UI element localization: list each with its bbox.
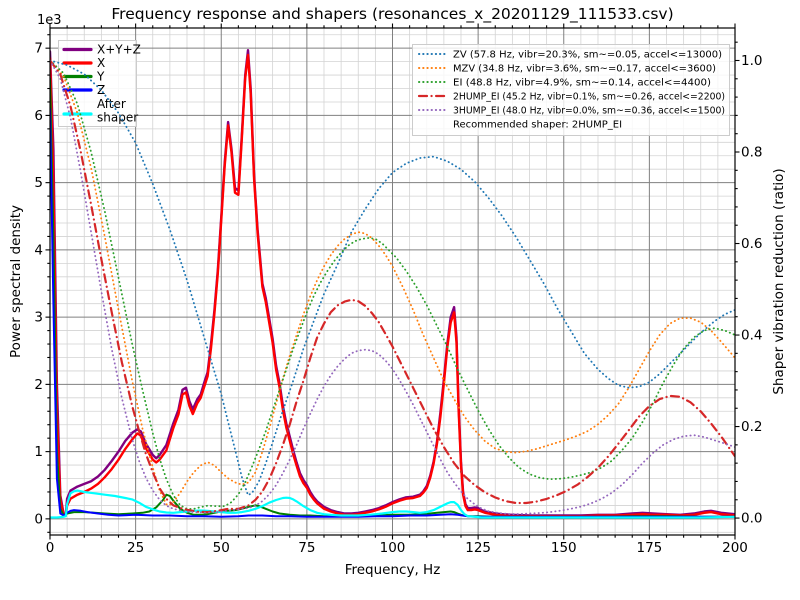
legend-left-label: Z	[97, 83, 105, 97]
y-right-axis-label: Shaper vibration reduction (ratio)	[771, 168, 787, 394]
axis-tick-labels: 0 25 50 75 100 125 150 175 200 0 1 2 3 4 5 6 7 0.0 0.2 0.4 0…	[34, 41, 762, 556]
legend-left-label: X+Y+Z	[97, 43, 141, 57]
legend-right-note: Recommended shaper: 2HUMP_EI	[453, 120, 622, 131]
y-right-tick-label: 0.8	[741, 145, 762, 161]
x-tick-label: 150	[551, 540, 577, 556]
x-tick-label: 75	[298, 540, 315, 556]
axis-ticks	[45, 23, 740, 540]
legend-left-label: shaper	[97, 111, 138, 125]
series-2hump_ei	[50, 59, 735, 514]
x-tick-label: 0	[46, 540, 55, 556]
legend-right-box	[412, 44, 730, 136]
legend-right-label: MZV (34.8 Hz, vibr=3.6%, sm~=0.17, accel…	[453, 64, 716, 75]
x-tick-label: 50	[213, 540, 230, 556]
legend-left-label: Y	[96, 70, 105, 84]
y-left-tick-label: 3	[34, 310, 43, 326]
legend-right: ZV (57.8 Hz, vibr=20.3%, sm~=0.05, accel…	[412, 44, 730, 136]
y-right-tick-label: 0.0	[741, 511, 762, 527]
y-right-tick-label: 0.2	[741, 419, 762, 435]
legend-right-label: 2HUMP_EI (45.2 Hz, vibr=0.1%, sm~=0.26, …	[453, 92, 725, 103]
x-tick-label: 200	[722, 540, 748, 556]
x-tick-label: 100	[380, 540, 406, 556]
y-left-tick-label: 1	[34, 444, 43, 460]
y-right-tick-label: 0.4	[741, 328, 762, 344]
series-3hump_ei	[50, 59, 735, 515]
y-left-tick-label: 2	[34, 377, 43, 393]
y-right-tick-label: 1.0	[741, 53, 762, 69]
shaper-curves	[50, 59, 735, 515]
series-x+y+z	[50, 49, 735, 517]
y-left-tick-label: 5	[34, 175, 43, 191]
series-x	[50, 53, 735, 518]
x-tick-label: 25	[127, 540, 144, 556]
legend-left-label: After	[97, 97, 126, 111]
series-mzv	[50, 59, 735, 507]
y-left-tick-label: 4	[34, 242, 43, 258]
psd-curves	[50, 49, 735, 519]
y-left-tick-label: 6	[34, 108, 43, 124]
y-left-tick-label: 7	[34, 41, 43, 57]
series-ei	[50, 59, 735, 510]
y-left-axis-label: Power spectral density	[8, 205, 24, 358]
y-left-tick-label: 0	[34, 511, 43, 527]
legend-right-label: 3HUMP_EI (48.0 Hz, vibr=0.0%, sm~=0.36, …	[453, 106, 725, 117]
chart-title: Frequency response and shapers (resonanc…	[111, 5, 673, 24]
series-after-shaper	[50, 489, 735, 519]
x-axis-label: Frequency, Hz	[345, 562, 441, 578]
x-tick-label: 175	[636, 540, 662, 556]
legend-right-label: ZV (57.8 Hz, vibr=20.3%, sm~=0.05, accel…	[453, 50, 722, 61]
legend-left-label: X	[97, 56, 105, 70]
y-right-tick-label: 0.6	[741, 236, 762, 252]
legend-right-label: EI (48.8 Hz, vibr=4.9%, sm~=0.14, accel<…	[453, 78, 711, 89]
y-left-offset-text: 1e3	[37, 13, 62, 28]
x-tick-label: 125	[465, 540, 491, 556]
